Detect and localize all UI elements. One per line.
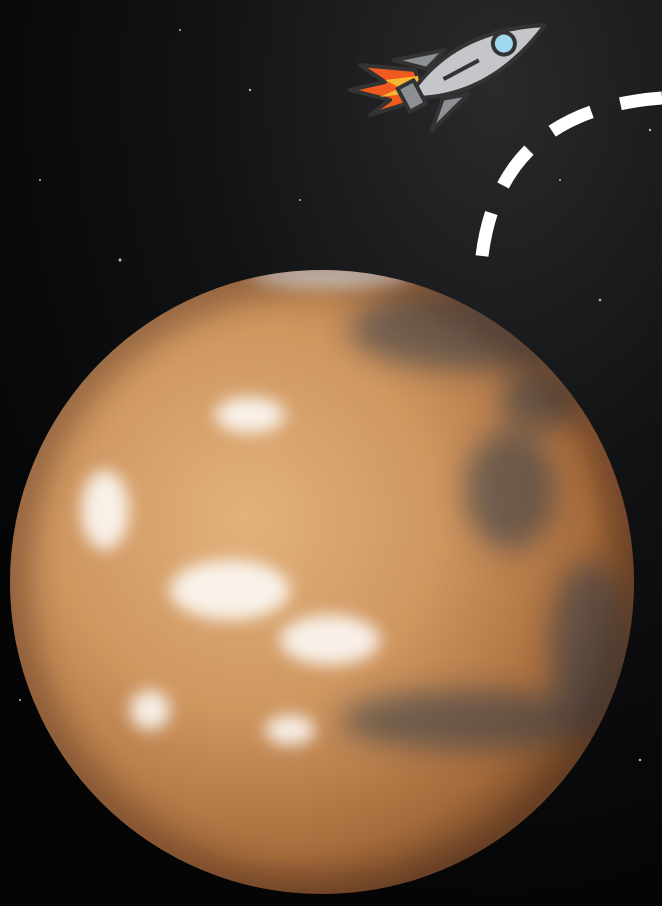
trajectory (475, 91, 662, 257)
rocket (348, 23, 548, 133)
